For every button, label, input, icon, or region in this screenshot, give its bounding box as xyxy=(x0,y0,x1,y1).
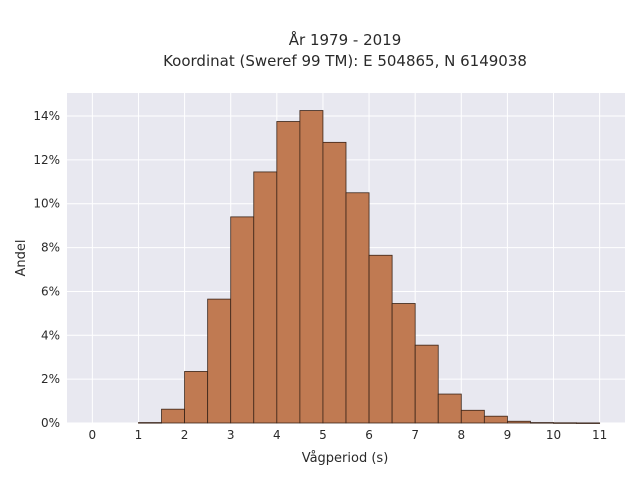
histogram-bar xyxy=(184,371,209,424)
bars-layer xyxy=(138,110,601,424)
x-tick-label: 11 xyxy=(592,428,607,442)
x-axis-label: Vågperiod (s) xyxy=(302,451,389,466)
histogram-bar xyxy=(483,415,508,424)
x-tick-label: 9 xyxy=(504,428,512,442)
histogram-bar xyxy=(530,422,554,424)
histogram-bar xyxy=(460,409,485,424)
x-tick-label: 3 xyxy=(227,428,235,442)
y-tick-label: 8% xyxy=(41,241,60,255)
y-axis-label: Andel xyxy=(14,240,29,277)
chart-title-line1: År 1979 - 2019 xyxy=(289,30,402,49)
x-tick-label: 8 xyxy=(457,428,465,442)
x-tick-label: 1 xyxy=(135,428,143,442)
histogram-bar xyxy=(391,303,416,424)
histogram-bar xyxy=(230,216,255,424)
histogram-bar xyxy=(345,192,370,424)
histogram-bar xyxy=(207,298,232,424)
y-tick-label: 4% xyxy=(41,328,60,342)
histogram-bar xyxy=(253,171,278,424)
histogram-bar xyxy=(553,422,577,424)
x-tick-label: 10 xyxy=(546,428,561,442)
histogram-bar xyxy=(368,254,393,424)
histogram-bar xyxy=(576,422,601,424)
y-tick-labels: 0% 2% 4% 6% 8% 10% 12% 14% xyxy=(33,109,60,430)
y-tick-label: 2% xyxy=(41,372,60,386)
histogram-bar xyxy=(507,420,531,424)
x-tick-label: 0 xyxy=(89,428,97,442)
x-tick-label: 4 xyxy=(273,428,281,442)
x-tick-label: 5 xyxy=(319,428,327,442)
y-tick-label: 14% xyxy=(33,109,60,123)
y-tick-label: 10% xyxy=(33,197,60,211)
x-tick-label: 7 xyxy=(411,428,419,442)
histogram-bar xyxy=(276,121,301,424)
x-tick-label: 6 xyxy=(365,428,373,442)
y-tick-label: 0% xyxy=(41,416,60,430)
histogram-bar xyxy=(322,141,347,424)
x-tick-label: 2 xyxy=(181,428,189,442)
histogram-bar xyxy=(437,393,462,424)
y-tick-label: 12% xyxy=(33,153,60,167)
histogram-bar xyxy=(138,422,162,424)
histogram-bar xyxy=(414,344,439,424)
chart-title-line2: Koordinat (Sweref 99 TM): E 504865, N 61… xyxy=(163,52,527,70)
histogram-bar xyxy=(299,110,324,424)
y-tick-label: 6% xyxy=(41,284,60,298)
histogram-bar xyxy=(161,408,185,424)
x-tick-labels: 0 1 2 3 4 5 6 7 8 9 10 11 xyxy=(89,428,608,442)
